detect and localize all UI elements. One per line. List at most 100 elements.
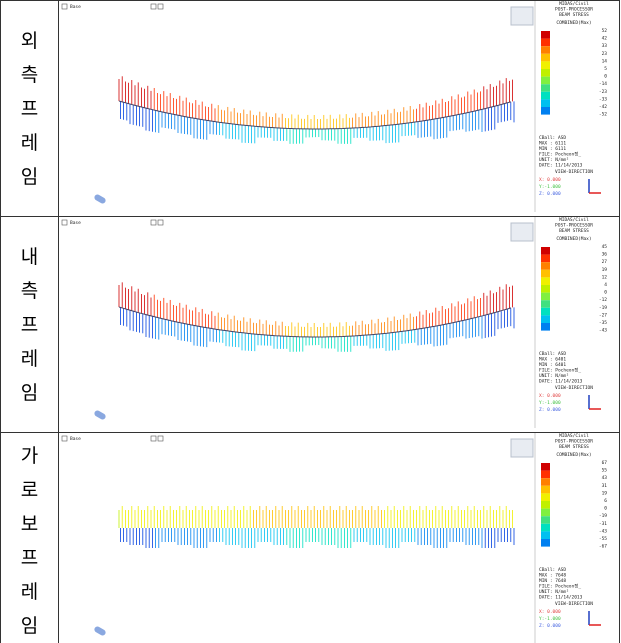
legend-swatch [541, 277, 550, 285]
legend-swatch [541, 254, 550, 263]
legend-swatch [541, 485, 550, 494]
legend-swatch [541, 76, 550, 85]
legend-header: POST-PROCESSOR [555, 439, 593, 445]
image-cell: Base MIDAS/Civil POST-PROCESSOR BEAM STRESS… [58, 216, 620, 433]
legend-value: 55 [602, 468, 608, 474]
legend-value: 0 [604, 290, 607, 296]
toolbar-icon [150, 435, 157, 442]
beam-axis [118, 306, 512, 338]
legend-info: CBall: ASD [539, 135, 566, 141]
view-cube [510, 438, 534, 458]
view-axis: Z: 0.000 [539, 623, 561, 629]
legend-value: 33 [602, 43, 608, 49]
legend-value: -27 [599, 312, 607, 318]
view-axis: Z: 0.000 [539, 407, 561, 413]
row-label: 내측프레임 [20, 245, 39, 404]
legend-info: FILE: Pocheon정_ [539, 151, 581, 158]
row-label-cell: 내측프레임 [0, 216, 59, 433]
toolbar-icon [61, 3, 68, 10]
pointer-icon [94, 410, 106, 420]
legend-value: 31 [602, 483, 608, 489]
row-label: 가로보프레임 [20, 444, 39, 637]
row: 내측프레임 Base MIDAS/Civil POST-PROCESSOR BEAM S… [0, 216, 620, 433]
view-direction: VIEW-DIRECTION [555, 169, 593, 175]
toolbar-icon [157, 435, 164, 442]
legend-header: BEAM STRESS [559, 228, 589, 234]
legend-swatch [541, 91, 550, 100]
legend-swatch [541, 269, 550, 278]
pointer-icon [94, 194, 106, 204]
legend-swatch [541, 292, 550, 301]
view-axis: X: 0.000 [539, 177, 561, 183]
legend-info: DATE: 11/14/2013 [539, 595, 583, 601]
legend-info: UNIT: N/mm² [539, 589, 569, 595]
legend-info: FILE: Pocheon정_ [539, 583, 581, 590]
toolbar-icon [61, 219, 68, 226]
legend-value: 52 [602, 28, 608, 34]
legend-value: -52 [599, 112, 607, 118]
legend-value: -19 [599, 305, 607, 311]
toolbar-icon [61, 435, 68, 442]
pointer-icon [94, 626, 106, 636]
legend-swatch [541, 315, 550, 323]
legend-value: -55 [599, 536, 607, 542]
legend-info: FILE: Pocheon정_ [539, 367, 581, 374]
legend-info: MAX : 6111 [539, 141, 566, 147]
legend-value: -19 [599, 513, 607, 519]
legend-swatch [541, 99, 550, 107]
image-cell: Base MIDAS/Civil POST-PROCESSOR BEAM STRESS… [58, 432, 620, 643]
legend-value: 14 [602, 58, 608, 64]
legend-swatch [541, 501, 550, 509]
legend-info: MAX : 6401 [539, 357, 566, 363]
beam-axis [118, 100, 512, 130]
view-cube [510, 6, 534, 26]
legend-swatch [541, 69, 550, 77]
legend-info: DATE: 11/14/2013 [539, 163, 583, 169]
legend-component: COMBINED(Max) [556, 452, 591, 458]
legend-value: 4 [604, 282, 607, 288]
toolbar-icon [150, 219, 157, 226]
row: 외측프레임 Base MIDAS/Civil POST-PROCESSOR BEAM S… [0, 0, 620, 217]
legend-info: UNIT: N/mm² [539, 373, 569, 379]
legend-swatch [541, 262, 550, 270]
row: 가로보프레임 Base MIDAS/Civil POST-PROCESSOR BEAM … [0, 432, 620, 643]
legend-header: POST-PROCESSOR [555, 223, 593, 229]
legend-info: UNIT: N/mm² [539, 157, 569, 163]
legend-swatch [541, 323, 550, 331]
image-cell: Base MIDAS/Civil POST-PROCESSOR BEAM STRESS… [58, 0, 620, 217]
legend-swatch [541, 285, 550, 293]
legend-header: MIDAS/Civil [559, 433, 589, 439]
legend-info: CBall: ASD [539, 567, 566, 573]
toolbar-icon [157, 3, 164, 10]
legend-value: 27 [602, 259, 608, 265]
legend-swatch [541, 53, 550, 62]
legend-info: MAX : 7648 [539, 573, 566, 579]
row-label-cell: 가로보프레임 [0, 432, 59, 643]
view-axis: Z: 0.000 [539, 191, 561, 197]
legend-swatch [541, 516, 550, 524]
legend-value: -43 [599, 528, 607, 534]
legend-value: -12 [599, 297, 607, 303]
legend-value: 0 [604, 506, 607, 512]
legend-value: -14 [599, 81, 607, 87]
legend-value: -31 [599, 521, 607, 527]
view-direction: VIEW-DIRECTION [555, 601, 593, 607]
legend-value: 5 [604, 66, 607, 72]
legend-value: -35 [599, 320, 607, 326]
legend-swatch [541, 539, 550, 547]
view-axis: Y:-1.000 [539, 184, 561, 190]
view-axis: X: 0.000 [539, 609, 561, 615]
view-direction: VIEW-DIRECTION [555, 385, 593, 391]
legend-value: -33 [599, 96, 607, 102]
legend-swatch [541, 470, 550, 479]
row-label-cell: 외측프레임 [0, 0, 59, 217]
legend-value: 43 [602, 475, 608, 481]
view-cube [510, 222, 534, 242]
legend-value: 42 [602, 36, 608, 42]
legend-header: MIDAS/Civil [559, 217, 589, 223]
legend-swatch [541, 478, 550, 486]
row-label: 외측프레임 [20, 29, 39, 188]
